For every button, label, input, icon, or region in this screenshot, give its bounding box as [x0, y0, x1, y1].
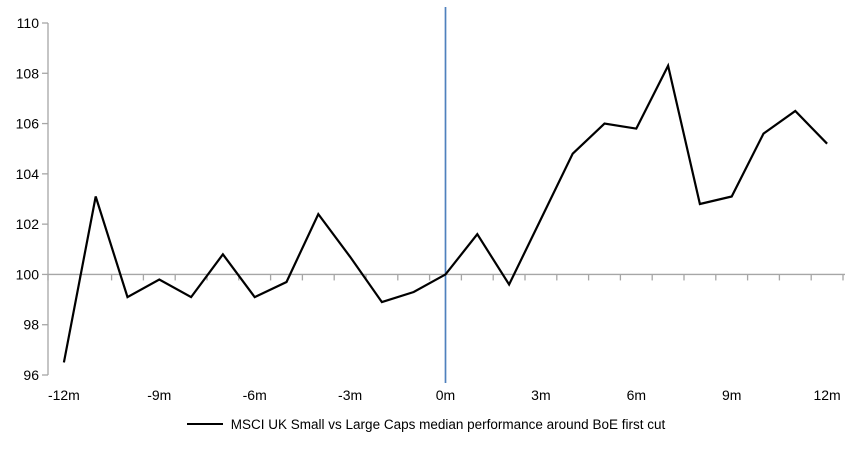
legend-line-swatch [186, 423, 223, 425]
y-tick-label: 108 [16, 65, 40, 81]
y-tick-label: 100 [16, 266, 40, 282]
y-tick-label: 98 [23, 317, 39, 333]
y-tick-label: 96 [23, 367, 39, 383]
x-tick-label: -6m [243, 387, 267, 403]
x-tick-label: 0m [436, 387, 455, 403]
y-tick-label: 106 [16, 116, 40, 132]
x-tick-label: 9m [722, 387, 741, 403]
x-tick-label: -12m [48, 387, 80, 403]
y-tick-label: 104 [16, 166, 40, 182]
y-tick-label: 102 [16, 216, 40, 232]
chart-legend: MSCI UK Small vs Large Caps median perfo… [0, 414, 852, 434]
x-tick-label: 6m [627, 387, 646, 403]
y-tick-label: 110 [17, 15, 40, 31]
x-tick-label: -3m [338, 387, 362, 403]
x-tick-label: -9m [147, 387, 171, 403]
x-tick-label: 12m [813, 387, 840, 403]
series-polyline [62, 62, 828, 363]
x-tick-label: 3m [531, 387, 550, 403]
legend-series-label: MSCI UK Small vs Large Caps median perfo… [230, 416, 666, 432]
